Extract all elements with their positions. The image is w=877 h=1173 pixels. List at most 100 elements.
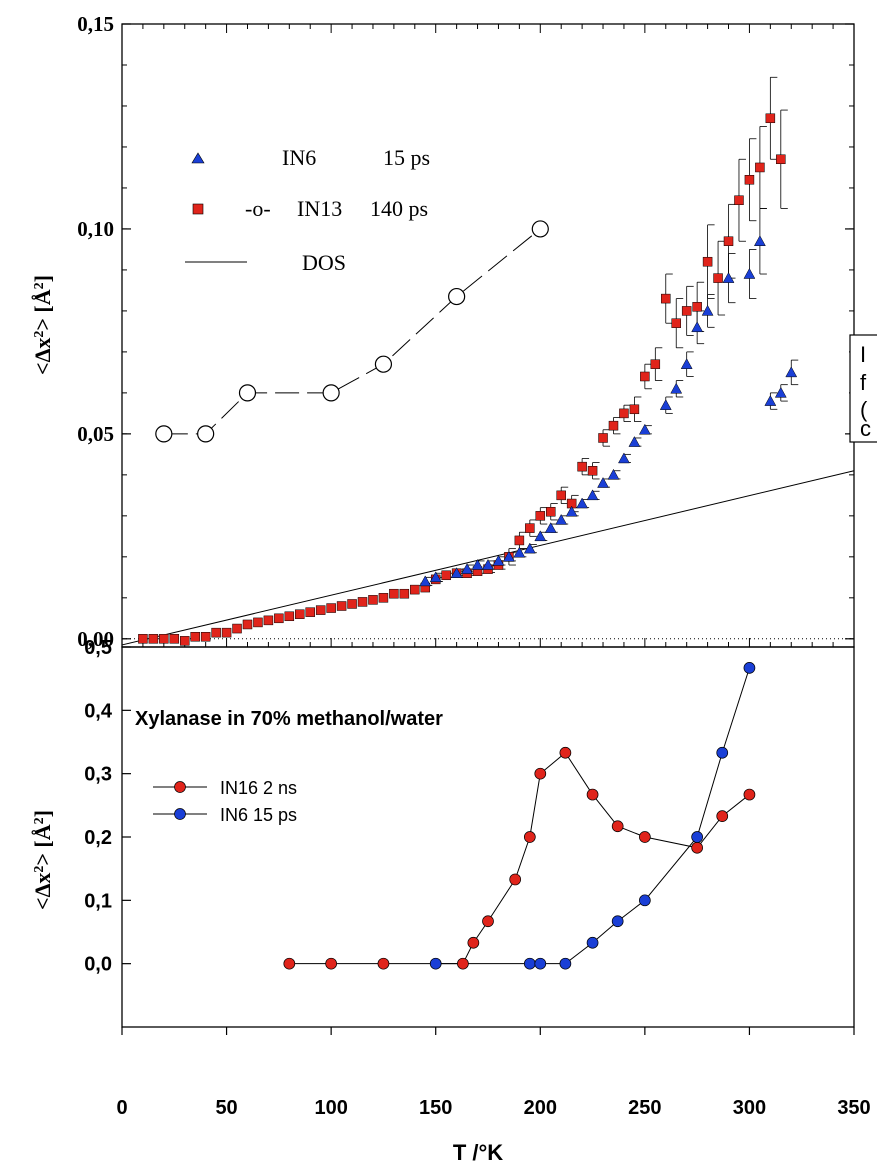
open-circle-point bbox=[197, 425, 215, 443]
in13-square-point bbox=[608, 420, 619, 431]
bottom-x-tick-label: 100 bbox=[314, 1097, 347, 1119]
legend-in13-name: IN13 bbox=[297, 196, 342, 221]
top-y-tick-label: 0,10 bbox=[77, 217, 114, 241]
in13-square-point bbox=[138, 634, 148, 644]
in6-triangle-point bbox=[722, 272, 735, 283]
bottom-x-tick-label: 0 bbox=[116, 1097, 127, 1119]
legend-dos-name: DOS bbox=[302, 250, 346, 275]
dos-line-segment bbox=[121, 470, 855, 646]
bottom-x-tick-labels: 0 50 100 150 200 250 300 350 bbox=[116, 1097, 870, 1119]
in6-triangle-point bbox=[785, 366, 798, 378]
in13-square-point bbox=[179, 636, 190, 646]
side-line-2: f bbox=[860, 370, 867, 395]
in13-square-point bbox=[744, 175, 755, 185]
bottom-y-tick-label: 0,0 bbox=[84, 954, 112, 976]
bottom-series-point bbox=[457, 957, 469, 970]
in13-square-point bbox=[326, 603, 336, 613]
open-circle-point bbox=[322, 384, 340, 402]
bottom-y-tick-label: 0,5 bbox=[84, 637, 112, 659]
in13-square-point bbox=[587, 466, 598, 476]
bottom-x-tick-label: 200 bbox=[524, 1097, 557, 1119]
in6-triangle-point bbox=[534, 530, 547, 542]
bottom-series-point bbox=[377, 957, 390, 970]
bottom-x-tick-label: 150 bbox=[419, 1097, 452, 1119]
legend-in16-label: IN16 2 ns bbox=[220, 778, 297, 798]
in13-square-point bbox=[525, 523, 535, 533]
in13-square-point bbox=[681, 306, 692, 316]
in13-square-point bbox=[221, 627, 232, 638]
legend-square-marker bbox=[192, 203, 204, 215]
in13-square-point bbox=[389, 588, 399, 599]
in13-square-point bbox=[368, 595, 378, 605]
in13-square-point bbox=[692, 302, 702, 312]
in13-square-point bbox=[336, 601, 347, 611]
in13-square-point bbox=[242, 619, 253, 630]
in13-square-point bbox=[765, 113, 776, 124]
bottom-x-tick-label: 350 bbox=[837, 1097, 870, 1119]
open-circle-point bbox=[155, 425, 173, 443]
bottom-series-point bbox=[534, 957, 547, 970]
bottom-x-tick-label: 50 bbox=[215, 1097, 237, 1119]
in13-square-point bbox=[535, 511, 546, 521]
in13-square-point bbox=[629, 404, 640, 415]
in13-square-point bbox=[295, 609, 305, 619]
bottom-series-point bbox=[611, 915, 624, 928]
in13-square-point bbox=[545, 506, 556, 517]
open-circle-dashed-line bbox=[163, 228, 541, 435]
in6-triangle-point bbox=[492, 554, 505, 566]
in6-triangle-point bbox=[607, 468, 620, 480]
legend-in6-detail: 15 ps bbox=[383, 145, 430, 170]
bottom-series-point bbox=[639, 894, 651, 907]
bottom-series-point bbox=[559, 957, 572, 970]
bottom-series-point bbox=[639, 831, 651, 843]
in6-triangle-point bbox=[482, 559, 494, 570]
in13-square-point bbox=[713, 273, 723, 283]
bottom-plot-frame bbox=[121, 646, 855, 1028]
in13-square-point bbox=[190, 632, 200, 642]
in6-triangle-point bbox=[429, 571, 442, 583]
bottom-y-tick-label: 0,1 bbox=[84, 890, 112, 912]
bottom-series-point bbox=[429, 957, 442, 970]
bottom-series-point bbox=[559, 746, 572, 759]
in6-triangle-point bbox=[659, 399, 672, 410]
bottom-series-points bbox=[283, 662, 756, 970]
bottom-y-tick-label: 0,3 bbox=[84, 764, 112, 786]
bottom-x-tick-label: 300 bbox=[733, 1097, 766, 1119]
bottom-series-point bbox=[691, 841, 703, 854]
bottom-x-tick-label: 250 bbox=[628, 1097, 661, 1119]
in13-square-point bbox=[640, 371, 650, 382]
in13-square-point bbox=[671, 318, 681, 328]
legend-in6b-marker bbox=[174, 808, 186, 820]
in13-square-point bbox=[378, 593, 389, 603]
open-circle-point bbox=[374, 355, 393, 373]
in13-square-point bbox=[619, 408, 629, 419]
legend-in6b-label: IN6 15 ps bbox=[220, 805, 297, 825]
in6-triangle-point bbox=[586, 489, 599, 501]
in13-square-point bbox=[702, 256, 713, 267]
in13-square-point bbox=[650, 359, 661, 369]
in13-square-point bbox=[274, 613, 284, 624]
error-bars bbox=[424, 76, 799, 586]
top-plot-frame bbox=[121, 23, 855, 648]
bottom-y-tick-label: 0,2 bbox=[84, 827, 112, 849]
in6-triangle-point bbox=[680, 358, 693, 369]
in6-triangle-point bbox=[544, 522, 557, 533]
in13-square-point bbox=[200, 632, 211, 642]
bottom-series-line bbox=[289, 752, 750, 965]
in13-square-point bbox=[211, 627, 221, 638]
in13-square-point bbox=[263, 615, 274, 626]
in13-square-point bbox=[232, 623, 242, 634]
side-text-box: I f ( c f bbox=[849, 334, 877, 443]
in13-square-point bbox=[514, 535, 525, 546]
bottom-ticks bbox=[121, 646, 855, 1035]
in6-triangle-point bbox=[764, 395, 777, 406]
bottom-series-point bbox=[467, 936, 480, 949]
in13-square-point bbox=[755, 162, 765, 173]
bottom-series-point bbox=[586, 936, 599, 949]
in13-square-point bbox=[598, 433, 608, 443]
in6-triangle-point bbox=[502, 550, 515, 562]
in13-square-point bbox=[159, 634, 169, 644]
in6-triangle-point bbox=[555, 513, 568, 525]
bottom-series-point bbox=[743, 788, 756, 801]
in13-square-point bbox=[577, 461, 587, 472]
